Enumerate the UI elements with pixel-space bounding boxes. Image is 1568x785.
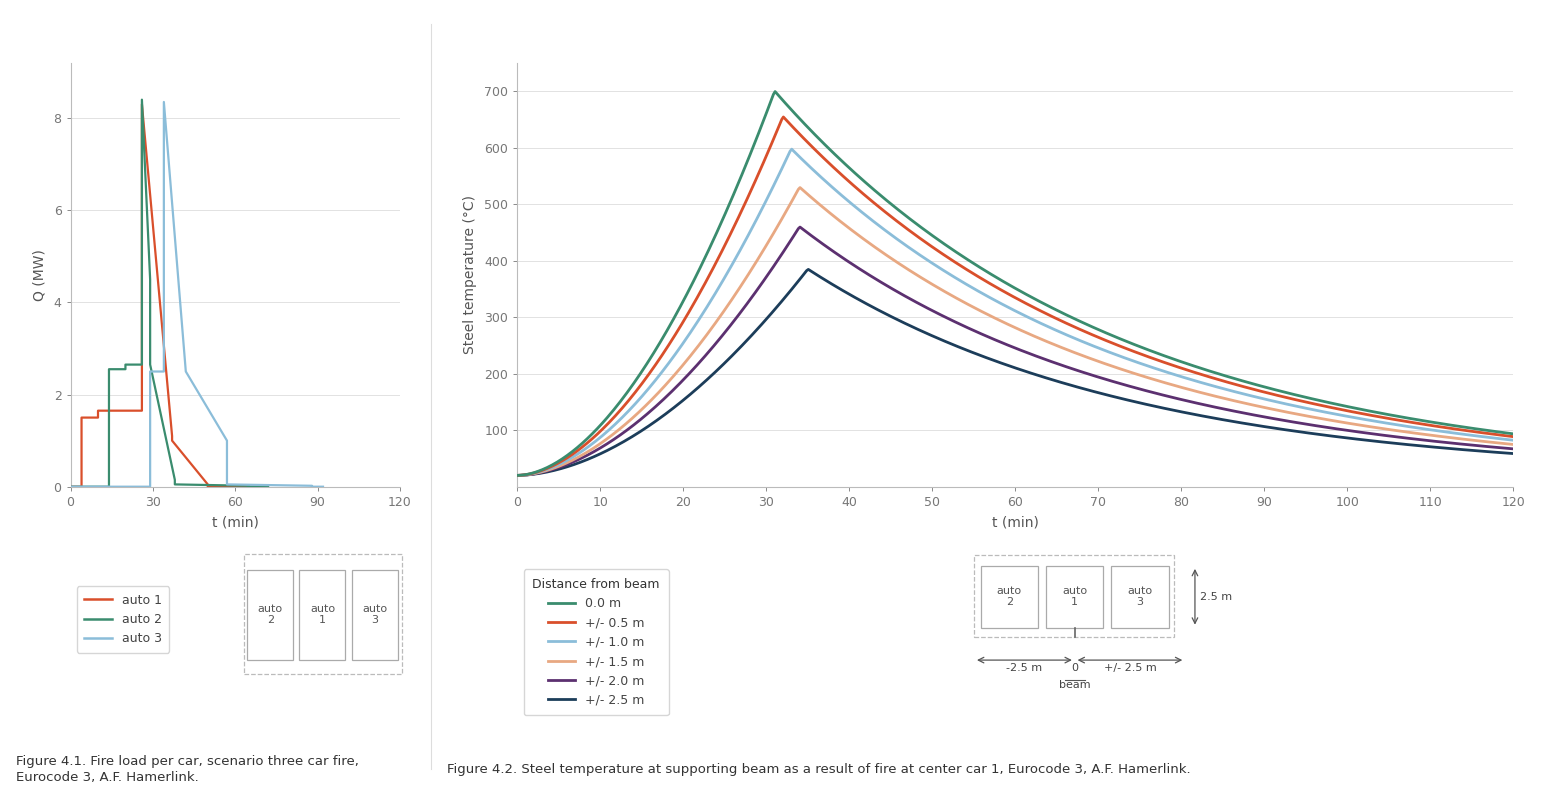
Y-axis label: Q (MW): Q (MW) <box>33 249 47 301</box>
Bar <box>243 553 401 674</box>
Bar <box>1112 566 1168 627</box>
Bar <box>351 570 398 660</box>
Text: auto
2: auto 2 <box>257 604 282 625</box>
X-axis label: t (min): t (min) <box>212 516 259 530</box>
Bar <box>248 570 293 660</box>
Text: +/- 2.5 m: +/- 2.5 m <box>1104 663 1156 673</box>
Bar <box>974 555 1174 637</box>
Text: beam: beam <box>1058 680 1091 689</box>
X-axis label: t (min): t (min) <box>993 516 1038 530</box>
Bar <box>299 570 345 660</box>
Text: -2.5 m: -2.5 m <box>1007 663 1043 673</box>
Text: auto
1: auto 1 <box>310 604 336 625</box>
Bar <box>1046 566 1104 627</box>
Text: 0: 0 <box>1071 663 1079 673</box>
Text: auto
3: auto 3 <box>1127 586 1152 608</box>
Text: auto
2: auto 2 <box>997 586 1022 608</box>
Y-axis label: Steel temperature (°C): Steel temperature (°C) <box>464 195 478 354</box>
Legend: 0.0 m, +/- 0.5 m, +/- 1.0 m, +/- 1.5 m, +/- 2.0 m, +/- 2.5 m: 0.0 m, +/- 0.5 m, +/- 1.0 m, +/- 1.5 m, … <box>524 569 668 715</box>
Text: Eurocode 3, A.F. Hamerlink.: Eurocode 3, A.F. Hamerlink. <box>16 771 199 784</box>
Text: Figure 4.2. Steel temperature at supporting beam as a result of fire at center c: Figure 4.2. Steel temperature at support… <box>447 763 1190 776</box>
Text: auto
1: auto 1 <box>1062 586 1087 608</box>
Bar <box>980 566 1038 627</box>
Text: auto
3: auto 3 <box>362 604 387 625</box>
Text: 2.5 m: 2.5 m <box>1200 592 1232 602</box>
Text: Figure 4.1. Fire load per car, scenario three car fire,: Figure 4.1. Fire load per car, scenario … <box>16 755 359 769</box>
Legend: auto 1, auto 2, auto 3: auto 1, auto 2, auto 3 <box>77 586 169 652</box>
